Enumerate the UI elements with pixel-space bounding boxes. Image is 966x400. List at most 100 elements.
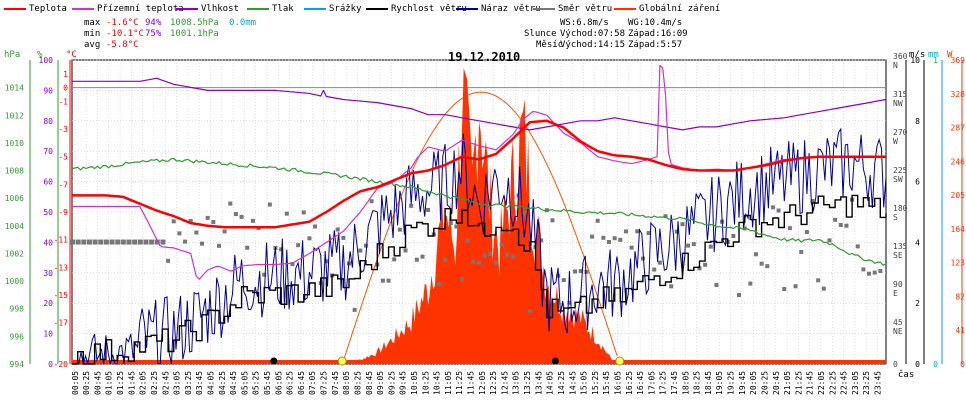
axis-unit-pct: % [37,50,43,60]
x-tick-label: 14:05 [546,371,555,395]
tick-label-temperature: 1 [63,70,68,79]
tick-label-direction-dir: NE [893,327,903,336]
wind-direction-point [810,199,815,204]
x-tick-label: 01:05 [105,371,114,395]
tick-label-wind-speed: 4 [915,238,920,247]
x-tick-label: 07:05 [308,371,317,395]
wind-direction-point [861,267,866,272]
wind-direction-point [640,256,645,261]
axis-unit-mm: mm [928,50,939,60]
x-tick-label: 16:45 [636,371,645,395]
tick-label-temperature: -20 [54,360,69,369]
x-tick-label: 05:45 [263,371,272,395]
wind-direction-point [386,278,391,283]
wind-direction-point [149,239,155,245]
axis-unit-deg: °C [66,50,77,60]
wind-direction-point [81,239,87,245]
tick-label-temperature: -15 [54,291,69,300]
wind-direction-point [194,230,199,235]
tick-label-pressure: 1010 [5,139,24,148]
wind-direction-point [657,260,662,265]
wind-direction-point [539,238,544,243]
wind-direction-point [341,235,346,240]
x-tick-label: 15:25 [591,371,600,395]
x-tick-label: 06:45 [297,371,306,395]
x-tick-label: 03:25 [184,371,193,395]
wind-direction-point [290,262,295,267]
x-tick-label: 19:25 [727,371,736,395]
wind-direction-point [607,240,612,245]
tick-label-wind-speed: 10 [910,56,920,65]
axis-unit-time: čas [898,370,915,380]
wind-direction-point [296,243,301,248]
wind-direction-point [601,235,606,240]
tick-label-humidity: 100 [39,56,54,65]
legend-humidity: Vlhkost [176,4,239,14]
wind-direction-point [143,239,149,245]
wind-direction-point [92,239,98,245]
moon-set: Západ:5:57 [628,40,683,50]
legend-swatch-pressure [247,7,269,10]
wind-direction-point [550,218,555,223]
wind-direction-point [228,201,233,206]
x-tick-label: 15:05 [580,371,589,395]
tick-label-pressure: 1000 [5,277,24,286]
x-tick-label: 11:25 [455,371,464,395]
x-tick-label: 15:45 [602,371,611,395]
x-tick-label: 11:45 [467,371,476,395]
legend-wind-dir: Směr větru [533,4,612,14]
axis-unit-hpa: hPa [4,50,21,60]
x-tick-label: 04:45 [229,371,238,395]
wind-ws: WS:6.8m/s [560,18,609,28]
x-tick-label: 18:45 [704,371,713,395]
wind-direction-point [177,231,182,236]
wind-direction-point [844,223,849,228]
wind-direction-point [171,219,176,224]
stats-max-temp: -1.6°C [106,18,139,28]
wind-direction-point [731,233,736,238]
wind-direction-point [262,272,267,277]
wind-direction-point [465,238,470,243]
x-tick-label: 05:25 [252,371,261,395]
tick-label-temperature: -7 [58,180,68,189]
wind-direction-point [872,270,877,275]
wind-direction-point [623,229,628,234]
x-tick-label: 19:45 [738,371,747,395]
wind-direction-point [409,203,414,208]
x-tick-label: 20:45 [772,371,781,395]
axis-unit-ms: m/s [909,50,926,60]
wind-direction-point [737,293,742,298]
wind-direction-point [674,229,679,234]
tick-label-direction: 270 [893,128,908,137]
tick-label-solar: 82 [955,292,965,301]
wind-direction-point [392,257,397,262]
tick-label-solar: 41 [955,326,965,335]
x-tick-label: 10:25 [421,371,430,395]
tick-label-temperature: -17 [54,319,69,328]
wind-direction-point [216,243,221,248]
wind-direction-point [313,224,318,229]
legend-label-precip: Srážky [329,4,362,14]
wind-direction-point [120,239,126,245]
x-tick-label: 22:45 [840,371,849,395]
sun-label: Slunce [524,29,557,39]
legend-precip: Srážky [304,4,362,14]
wind-direction-point [827,238,832,243]
x-tick-label: 03:05 [173,371,182,395]
tick-label-wind-speed: 0 [915,360,920,369]
wind-direction-point [477,260,481,265]
x-tick-label: 13:05 [512,371,521,395]
humidity-series [72,77,887,131]
x-tick-label: 02:25 [150,371,159,395]
wind-direction-point [799,249,804,254]
x-tick-label: 22:25 [828,371,837,395]
tick-label-wind-speed: 2 [915,299,920,308]
wind-direction-point [205,215,210,220]
tick-label-temperature: -13 [54,263,69,272]
tick-label-pressure: 1002 [5,249,24,258]
wind-direction-point [652,267,657,272]
wind-direction-point [590,234,595,239]
stats-min-temp: -10.1°C [106,29,144,39]
tick-label-humidity: 90 [43,86,53,95]
x-tick-label: 20:25 [760,371,769,395]
